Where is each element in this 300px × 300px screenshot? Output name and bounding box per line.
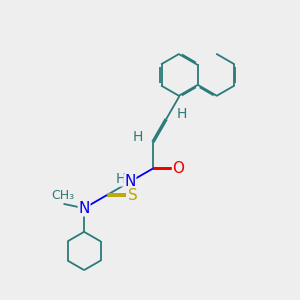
Text: S: S — [128, 188, 137, 202]
Text: O: O — [172, 161, 184, 176]
Text: CH₃: CH₃ — [51, 189, 74, 202]
Text: H: H — [116, 172, 126, 186]
Text: H: H — [132, 130, 143, 144]
Text: N: N — [124, 174, 136, 189]
Text: H: H — [176, 107, 187, 121]
Text: N: N — [78, 201, 90, 216]
